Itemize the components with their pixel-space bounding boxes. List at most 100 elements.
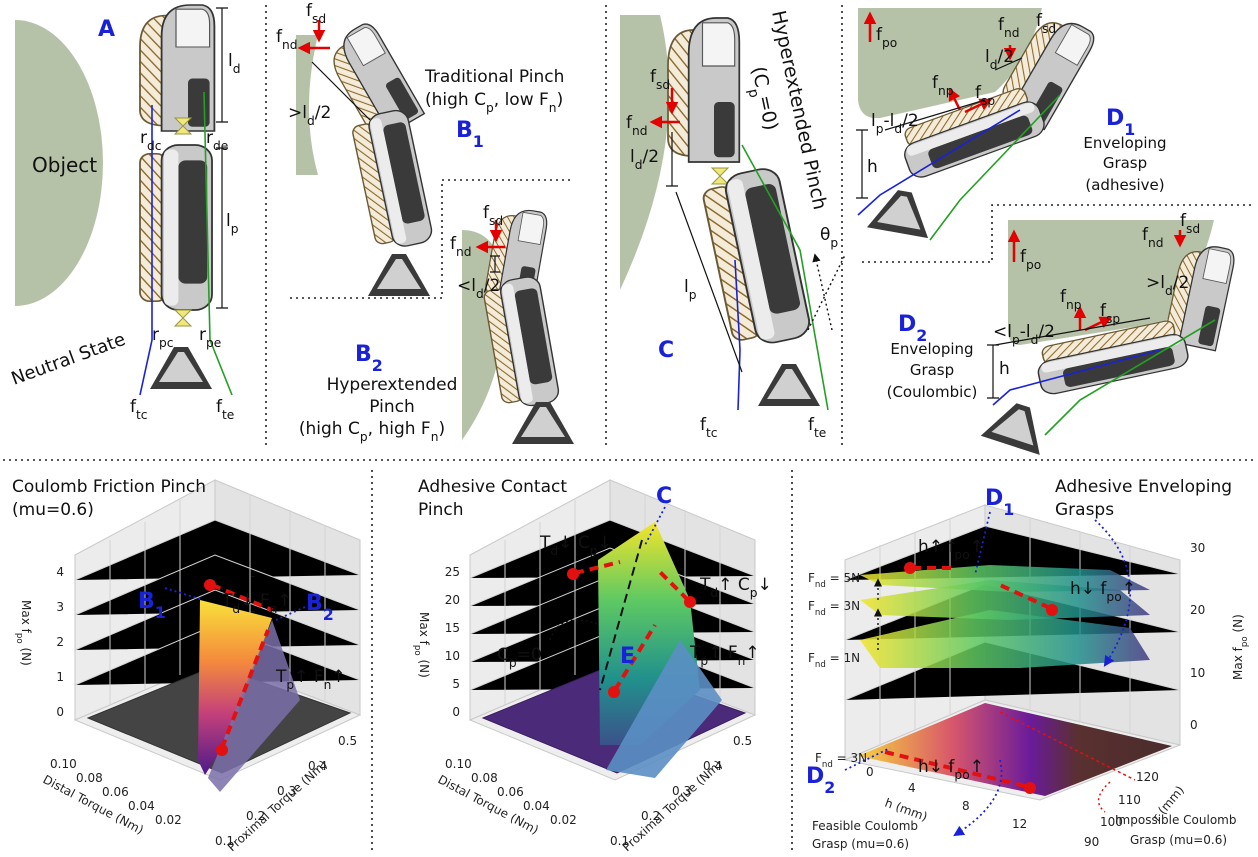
text-run: /2 bbox=[315, 103, 332, 123]
caption: Enveloping bbox=[1083, 134, 1166, 152]
trend-start bbox=[1024, 782, 1036, 794]
subscript: 2 bbox=[824, 778, 835, 797]
text-run: /2 bbox=[1173, 273, 1190, 293]
label: fsd bbox=[306, 1, 326, 26]
proximal-link bbox=[350, 108, 434, 252]
y-tick: 0.5 bbox=[733, 734, 752, 748]
subscript: sd bbox=[489, 214, 503, 228]
text-run: (N) bbox=[1231, 614, 1245, 636]
title: Pinch bbox=[369, 397, 415, 417]
y-tick: 120 bbox=[1136, 770, 1159, 784]
subscript: nd bbox=[1148, 236, 1164, 250]
text-run: >l bbox=[288, 103, 307, 123]
text-run: θ bbox=[820, 225, 830, 245]
text-run: ↑ bbox=[970, 757, 984, 777]
panel-a: Object A ld rdc rde lp rpc rpe Neutral S… bbox=[9, 5, 241, 422]
label: >ld/2 bbox=[288, 103, 331, 128]
text-run: ↑ F bbox=[294, 667, 323, 687]
subscript: np bbox=[1066, 298, 1082, 312]
text-run: T bbox=[275, 667, 287, 687]
panel-d2: fpo fnd fsd >ld/2 fnp fsp <lp-ld/2 h D2 … bbox=[887, 211, 1237, 455]
text-run: -l bbox=[884, 111, 895, 131]
text-run: ↓ F bbox=[240, 591, 269, 611]
text-run: ) bbox=[557, 90, 564, 110]
text-run: /2 bbox=[902, 111, 919, 131]
text-run: B bbox=[355, 342, 372, 367]
z-tick: 4 bbox=[56, 565, 64, 579]
note: Grasp (mu=0.6) bbox=[1130, 833, 1227, 847]
subscript: nd bbox=[815, 660, 826, 670]
base bbox=[867, 186, 935, 238]
text-run: = 5N bbox=[826, 571, 860, 585]
proximal-link bbox=[140, 145, 212, 310]
text-run: ) bbox=[438, 419, 445, 439]
figure: Object A ld rdc rde lp rpc rpe Neutral S… bbox=[0, 0, 1258, 857]
trend-start bbox=[904, 562, 916, 574]
z-tick: 3 bbox=[56, 600, 64, 614]
z-label: Max fpo (N) bbox=[14, 600, 33, 666]
panel-d1: fpo fnd fsd ld/2 fnp fsp lp-ld/2 h D1 En… bbox=[856, 8, 1167, 240]
subscript: n bbox=[431, 430, 439, 444]
label: ftc bbox=[700, 415, 718, 440]
leader bbox=[1099, 782, 1110, 812]
text-run: T bbox=[221, 591, 233, 611]
plot-coulomb: Coulomb Friction Pinch (mu=0.6) 0 1 2 3 … bbox=[12, 477, 360, 854]
subscript: n bbox=[324, 678, 332, 692]
label: rdc bbox=[140, 128, 162, 153]
title: Adhesive Enveloping bbox=[1055, 477, 1232, 497]
text-run: r bbox=[199, 325, 206, 345]
trend-start bbox=[608, 686, 620, 698]
panel-letter: A bbox=[98, 17, 115, 42]
panel-letter: C bbox=[658, 338, 674, 363]
text-run: >l bbox=[1146, 273, 1165, 293]
plot-enveloping: Adhesive Enveloping Grasps 0 10 20 30 Ma… bbox=[806, 477, 1250, 851]
base bbox=[368, 254, 430, 296]
title: (mu=0.6) bbox=[12, 500, 94, 520]
subtitle: (high Cp, low Fn) bbox=[425, 90, 563, 115]
z-tick: 20 bbox=[1190, 603, 1205, 617]
z-tick: 5 bbox=[452, 677, 460, 691]
text-run: h↓ f bbox=[918, 757, 955, 777]
trend-start bbox=[204, 579, 216, 591]
text-run: T bbox=[699, 575, 711, 595]
text-run: = 3N bbox=[826, 599, 860, 613]
text-run: ↓ bbox=[597, 533, 611, 553]
subscript: po bbox=[954, 548, 969, 562]
text-run: (high C bbox=[425, 90, 486, 110]
text-run: B bbox=[456, 118, 473, 143]
trend-start bbox=[1046, 604, 1058, 616]
text-run: /2 bbox=[484, 276, 501, 296]
subscript: 1 bbox=[473, 132, 484, 151]
text-run: Max f bbox=[1231, 646, 1245, 680]
subscript: d bbox=[307, 114, 315, 128]
text-run: , low F bbox=[494, 90, 549, 110]
label: lp bbox=[684, 277, 697, 302]
z-tick: 2 bbox=[56, 635, 64, 649]
y-tick: 0.5 bbox=[338, 734, 357, 748]
subscript: po bbox=[1106, 590, 1121, 604]
angle-lines bbox=[808, 255, 845, 330]
text-run: <l bbox=[457, 276, 476, 296]
trend-start bbox=[567, 568, 579, 580]
plot-adhesive: Adhesive Contact Pinch 0 5 10 15 20 25 M… bbox=[412, 477, 772, 854]
text-run: ↑ F bbox=[708, 643, 737, 663]
subscript: po bbox=[954, 768, 969, 782]
text-run: B bbox=[306, 591, 323, 616]
title: Adhesive Contact bbox=[418, 477, 567, 497]
panel-b2: fsd fnd <ld/2 B2 Hyperextended Pinch (hi… bbox=[299, 203, 574, 444]
text-run: Max f bbox=[19, 600, 33, 634]
text-run: ↓ bbox=[757, 575, 771, 595]
subscript: np bbox=[938, 84, 954, 98]
subscript: d bbox=[1165, 284, 1173, 298]
text-run: , high F bbox=[368, 419, 431, 439]
label: fte bbox=[808, 415, 826, 440]
panel-c: fsd fnd ld/2 lp θp C ftc fte Hyperextend… bbox=[620, 8, 845, 440]
subscript: d bbox=[894, 122, 902, 136]
text-run: ↑ bbox=[970, 537, 984, 557]
x-tick: 0.02 bbox=[155, 813, 182, 827]
subscript: d bbox=[476, 287, 484, 301]
label: fsd bbox=[483, 203, 503, 228]
text-run: B bbox=[138, 589, 155, 614]
subscript: d bbox=[990, 58, 998, 72]
subscript: sd bbox=[656, 78, 670, 92]
